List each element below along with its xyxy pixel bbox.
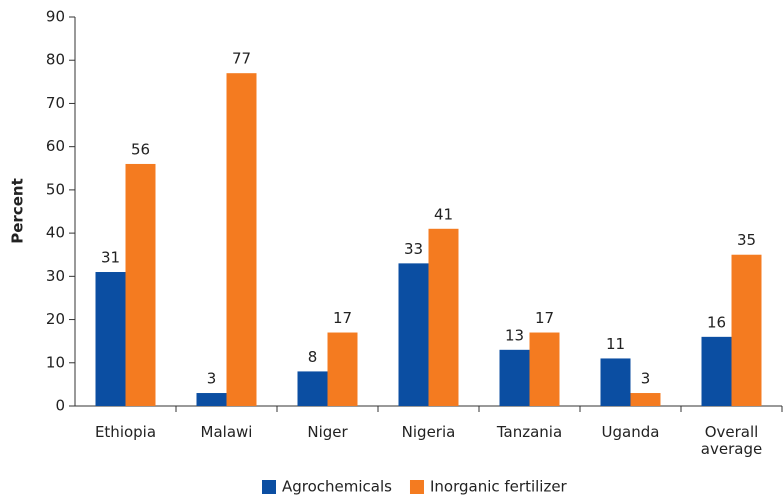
x-tick-label: Tanzania [496, 423, 563, 441]
data-label: 3 [207, 370, 217, 388]
y-tick-label: 60 [46, 137, 65, 155]
data-label: 16 [707, 313, 726, 331]
bar [731, 254, 762, 406]
y-tick-label: 50 [46, 180, 65, 198]
bar [95, 272, 126, 406]
data-label: 17 [333, 309, 352, 327]
bar [600, 358, 631, 406]
data-label: 31 [101, 249, 120, 267]
x-tick-label: Overall average [700, 423, 763, 458]
legend-swatch [409, 480, 424, 494]
x-tick-label: Ethiopia [94, 423, 157, 441]
bar [428, 228, 459, 406]
bar [297, 371, 328, 406]
y-tick-label: 20 [46, 310, 65, 328]
data-label: 17 [535, 309, 554, 327]
x-tick-label: Niger [307, 423, 348, 441]
y-axis-label: Percent [9, 178, 27, 243]
data-label: 11 [606, 335, 625, 353]
bar [196, 393, 227, 406]
y-tick-label: 10 [46, 353, 65, 371]
bar [398, 263, 429, 406]
y-tick-label: 70 [46, 94, 65, 112]
x-tick-label: Uganda [601, 423, 660, 441]
bar [226, 73, 257, 406]
y-tick-label: 80 [46, 51, 65, 69]
data-label: 77 [232, 50, 251, 68]
data-label: 33 [404, 240, 423, 258]
y-tick-label: 30 [46, 267, 65, 285]
data-label: 8 [308, 348, 318, 366]
bar [125, 163, 156, 406]
data-label: 13 [505, 326, 524, 344]
bar [529, 332, 560, 406]
bar [499, 349, 530, 406]
y-tick-label: 40 [46, 224, 65, 242]
x-tick-label: Malawi [200, 423, 253, 441]
data-label: 3 [641, 370, 651, 388]
y-tick-label: 90 [46, 8, 65, 26]
y-tick-label: 0 [55, 397, 65, 415]
legend-label: Agrochemicals [282, 478, 392, 496]
data-label: 35 [737, 231, 756, 249]
bar [327, 332, 358, 406]
legend-label: Inorganic fertilizer [430, 478, 568, 496]
bar [701, 336, 732, 406]
x-tick-label: Nigeria [401, 423, 456, 441]
data-label: 56 [131, 140, 150, 158]
legend-swatch [262, 480, 276, 494]
data-label: 41 [434, 205, 453, 223]
bar [630, 393, 661, 406]
